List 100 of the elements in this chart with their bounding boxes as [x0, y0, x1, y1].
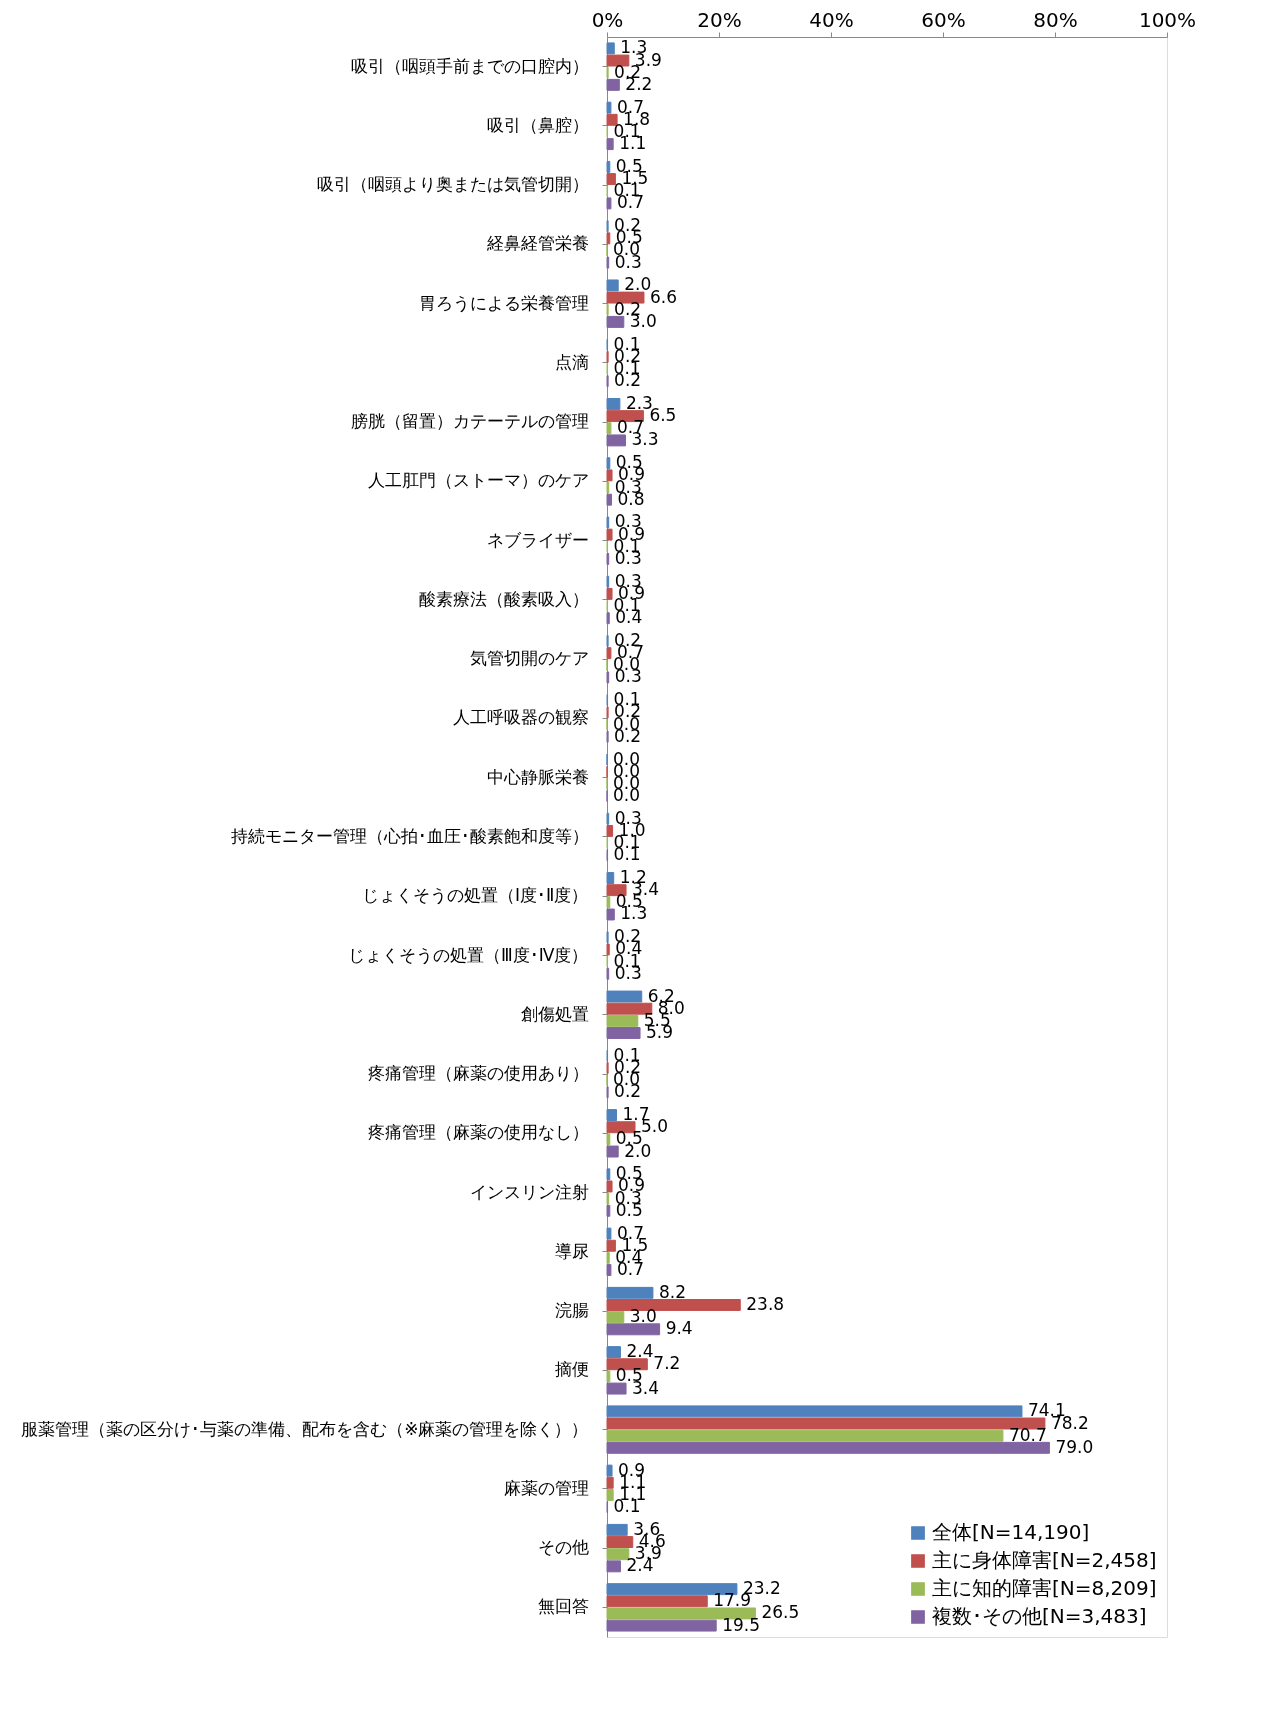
bar: [606, 1536, 634, 1548]
bar: [606, 896, 611, 909]
data-label: 2.4: [626, 1341, 654, 1362]
data-label: 26.5: [761, 1602, 800, 1623]
bar: [606, 138, 614, 151]
bar: [606, 1417, 1046, 1430]
bar: [606, 1027, 641, 1039]
y-tick-label: 点滴: [554, 351, 589, 372]
y-tick-label: 麻薬の管理: [503, 1477, 589, 1498]
x-tick-label: 20%: [697, 7, 742, 32]
bar: [606, 78, 620, 91]
y-tick-label: 摘便: [554, 1359, 589, 1380]
y-tick-label: 疼痛管理（麻薬の使用あり）: [367, 1063, 589, 1084]
bar: [606, 1002, 653, 1015]
bar: [606, 1560, 621, 1573]
bar: [606, 1370, 611, 1383]
x-tick-label: 0%: [591, 7, 624, 32]
data-label: 23.8: [746, 1294, 785, 1314]
bar: [606, 232, 611, 245]
y-tick-label: 無回答: [537, 1596, 589, 1617]
x-tick-label: 60%: [921, 7, 966, 32]
x-tick-label: 100%: [1138, 7, 1197, 32]
bar: [606, 1476, 614, 1489]
y-tick-label: 吸引（咽頭手前までの口腔内）: [350, 55, 589, 76]
bar: [606, 943, 610, 956]
bar: [606, 1251, 610, 1264]
bar: [606, 1168, 611, 1181]
bar: [606, 291, 645, 304]
bar: [606, 1133, 611, 1146]
bar: [606, 54, 630, 67]
bar: [606, 872, 615, 884]
bar: [606, 1441, 1050, 1454]
data-label: 7.2: [653, 1353, 681, 1374]
y-tick-label: じょくそうの処置（Ⅲ度･Ⅳ度）: [348, 944, 589, 965]
bar: [606, 279, 619, 292]
bar: [606, 612, 610, 625]
y-tick-label: 経鼻経管栄養: [485, 233, 589, 254]
y-tick-label: 吸引（鼻腔）: [486, 114, 589, 135]
bar: [606, 457, 611, 470]
bar: [606, 315, 625, 328]
bar: [606, 113, 618, 126]
data-label: 19.5: [722, 1614, 761, 1635]
data-label: 2.0: [624, 274, 652, 295]
y-tick-label: 持続モニター管理（心拍･血圧･酸素飽和度等）: [230, 826, 589, 846]
bar: [606, 1180, 613, 1193]
bar: [606, 824, 614, 837]
bar: [606, 908, 615, 921]
x-tick-label: 40%: [809, 7, 854, 32]
y-tick-label: 人工肛門（ストーマ）のケア: [367, 470, 589, 491]
y-tick-label: じょくそうの処置（Ⅰ度･Ⅱ度）: [362, 885, 589, 906]
bar: [606, 528, 613, 541]
bar: [606, 1464, 613, 1477]
data-label: 3.0: [629, 1306, 657, 1327]
bar: [606, 1405, 1023, 1418]
bar: [606, 1346, 621, 1359]
legend-label: 主に知的障害[N=8,209]: [932, 1576, 1157, 1600]
y-tick-label: 中心静脈栄養: [486, 766, 589, 787]
bar: [606, 1311, 625, 1324]
bar: [606, 1299, 741, 1311]
bar: [606, 1227, 612, 1240]
y-tick-label: その他: [537, 1537, 589, 1558]
y-tick-label: 服薬管理（薬の区分け･与薬の準備、配布を含む（※麻薬の管理を除く））: [21, 1418, 589, 1439]
y-tick-label: ネブライザー: [486, 529, 589, 550]
bar: [606, 42, 615, 55]
y-tick-label: 人工呼吸器の観察: [452, 707, 589, 728]
bar: [606, 397, 621, 410]
bar: [606, 1204, 611, 1217]
bar: [606, 1523, 628, 1536]
bar: [606, 1382, 627, 1395]
bar: [606, 434, 626, 447]
data-label: 9.4: [665, 1318, 693, 1339]
bar: [606, 1607, 756, 1620]
legend-label: 全体[N=14,190]: [932, 1520, 1090, 1544]
y-tick-label: 気管切開のケア: [469, 648, 589, 669]
bar: [606, 1488, 614, 1501]
y-tick-label: 胃ろうによる栄養管理: [418, 292, 589, 313]
bar: [606, 1323, 661, 1336]
y-tick-label: インスリン注射: [469, 1181, 589, 1202]
y-tick-label: 酸素療法（酸素吸入）: [418, 588, 589, 609]
data-label: 8.2: [658, 1281, 686, 1302]
bar: [606, 160, 611, 173]
bar: [606, 990, 643, 1003]
y-tick-label: 創傷処置: [520, 1003, 589, 1024]
bar: [606, 1286, 654, 1299]
bar: [606, 1429, 1004, 1442]
bar: [606, 647, 612, 660]
bar: [606, 493, 612, 506]
bar: [606, 587, 613, 600]
bar: [606, 197, 612, 210]
bar: [606, 469, 613, 482]
y-tick-label: 疼痛管理（麻薬の使用なし）: [367, 1122, 589, 1143]
data-label: 70.7: [1008, 1424, 1047, 1445]
legend-label: 複数･その他[N=3,483]: [932, 1604, 1147, 1628]
bar: [606, 1014, 639, 1027]
bar: [606, 173, 616, 186]
bar: [606, 1239, 616, 1252]
y-tick-label: 導尿: [554, 1240, 589, 1261]
bar: [606, 422, 612, 435]
bar: [606, 1264, 612, 1277]
y-tick-label: 膀胱（留置）カテーテルの管理: [350, 411, 589, 432]
